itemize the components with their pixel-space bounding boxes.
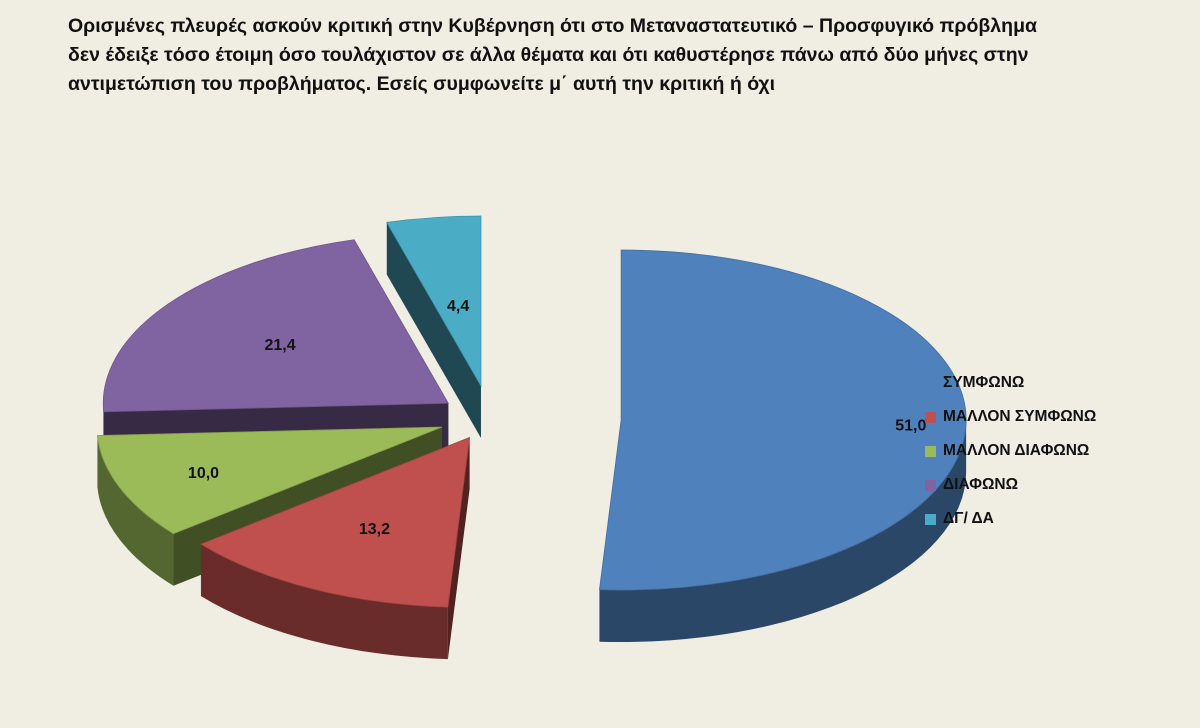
data-label-4: 4,4 — [447, 298, 469, 315]
legend-swatch-4 — [925, 513, 936, 525]
legend-item-3: ΔΙΑΦΩΝΩ — [925, 468, 1096, 502]
legend-label-3: ΔΙΑΦΩΝΩ — [943, 476, 1018, 493]
chart-title-line-2: δεν έδειξε τόσο έτοιμη όσο τουλάχιστον σ… — [68, 44, 1029, 66]
data-label-3: 21,4 — [264, 337, 295, 354]
pie-slice-2-top — [97, 426, 443, 535]
pie-slice-4-top — [386, 215, 482, 388]
legend-item-0: ΣΥΜΦΩΝΩ — [925, 366, 1096, 400]
data-label-0: 51,0 — [895, 418, 926, 435]
legend-label-4: ΔΓ/ ΔΑ — [943, 510, 994, 527]
legend-swatch-0 — [925, 377, 936, 389]
pie-slice-2-side-0 — [97, 435, 174, 586]
data-label-1: 13,2 — [359, 521, 390, 538]
data-label-2: 10,0 — [188, 465, 219, 482]
pie-slice-4-wall-0 — [386, 222, 481, 438]
legend-item-1: ΜΑΛΛΟΝ ΣΥΜΦΩΝΩ — [925, 400, 1096, 434]
legend-label-1: ΜΑΛΛΟΝ ΣΥΜΦΩΝΩ — [943, 408, 1097, 425]
pie-slice-0-top — [599, 249, 967, 591]
legend-swatch-3 — [925, 479, 936, 491]
pie-slice-0 — [599, 249, 967, 643]
pie-slice-4 — [386, 215, 482, 438]
chart-title-line-3: αντιμετώπιση του προβλήματος. Εσείς συμφ… — [68, 73, 776, 95]
legend-item-2: ΜΑΛΛΟΝ ΔΙΑΦΩΝΩ — [925, 434, 1096, 468]
legend-item-4: ΔΓ/ ΔΑ — [925, 502, 1096, 536]
pie-slice-1 — [200, 436, 471, 660]
legend-swatch-2 — [925, 445, 936, 457]
chart-title-line-1: Ορισμένες πλευρές ασκούν κριτική στην Κυ… — [68, 15, 1037, 37]
legend-label-2: ΜΑΛΛΟΝ ΔΙΑΦΩΝΩ — [943, 442, 1090, 459]
legend-swatch-1 — [925, 411, 936, 423]
pie-slice-3-top — [102, 239, 449, 413]
chart-title: Ορισμένες πλευρές ασκούν κριτική στην Κυ… — [68, 12, 1178, 99]
legend: ΣΥΜΦΩΝΩ ΜΑΛΛΟΝ ΣΥΜΦΩΝΩ ΜΑΛΛΟΝ ΔΙΑΦΩΝΩ ΔΙ… — [925, 366, 1096, 536]
legend-label-0: ΣΥΜΦΩΝΩ — [943, 374, 1025, 391]
pie-slice-1-side-0 — [200, 544, 448, 660]
pie-slice-1-top — [200, 436, 471, 608]
pie-slice-1-wall-0 — [447, 437, 470, 660]
